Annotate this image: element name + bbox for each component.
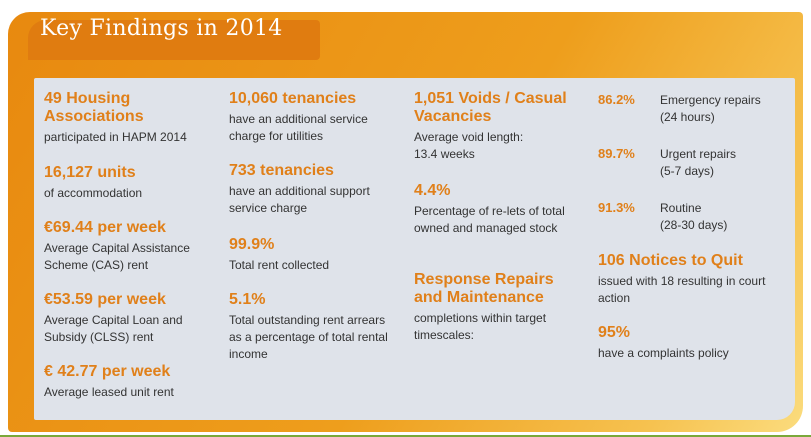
finding-complaints-policy: 95% have a complaints policy [598, 324, 768, 362]
finding-head: 733 tenancies [229, 162, 334, 179]
repair-label: Routine [660, 201, 702, 215]
repair-label: Emergency repairs [660, 93, 761, 107]
finding-desc: Average leased unit rent [44, 385, 174, 399]
finding-desc: Total outstanding rent arrears as a perc… [229, 313, 388, 361]
finding-desc: Average void length: 13.4 weeks [414, 130, 524, 161]
finding-relets: 4.4% Percentage of re-lets of total owne… [414, 182, 579, 237]
finding-head: €69.44 per week [44, 219, 166, 236]
finding-desc: of accommodation [44, 186, 143, 200]
finding-clss-rent: €53.59 per week Average Capital Loan and… [44, 291, 209, 346]
finding-associations: 49 Housing Associations participated in … [44, 90, 194, 146]
finding-arrears: 5.1% Total outstanding rent arrears as a… [229, 291, 389, 363]
finding-head: 10,060 tenancies [229, 90, 357, 107]
repair-label: Urgent repairs [660, 147, 737, 161]
finding-notices-to-quit: 106 Notices to Quit issued with 18 resul… [598, 252, 768, 307]
finding-desc: have an additional service charge for ut… [229, 112, 368, 143]
finding-head: Response Repairs and Maintenance [414, 271, 554, 306]
finding-desc: have an additional support service charg… [229, 184, 370, 215]
page-title: Key Findings in 2014 [40, 16, 283, 41]
finding-head: 4.4% [414, 182, 451, 199]
finding-desc: Total rent collected [229, 258, 330, 272]
finding-head: 1,051 Voids / Casual Vacancies [414, 90, 567, 125]
finding-head: 49 Housing Associations [44, 90, 144, 125]
finding-head: 95% [598, 324, 631, 341]
repair-percent: 89.7% [598, 146, 635, 161]
finding-repairs-maintenance: Response Repairs and Maintenance complet… [414, 271, 579, 344]
repair-timescale: (5-7 days) [660, 164, 715, 178]
finding-rent-collected: 99.9% Total rent collected [229, 236, 409, 274]
repair-timescale: (28-30 days) [660, 218, 728, 232]
finding-head: 106 Notices to Quit [598, 252, 743, 269]
finding-desc: Average Capital Assistance Scheme (CAS) … [44, 241, 190, 272]
finding-desc: Average Capital Loan and Subsidy (CLSS) … [44, 313, 183, 344]
finding-units: 16,127 units of accommodation [44, 164, 224, 202]
findings-panel: 49 Housing Associations participated in … [34, 78, 795, 420]
finding-head: 5.1% [229, 291, 266, 308]
finding-cas-rent: €69.44 per week Average Capital Assistan… [44, 219, 209, 274]
findings-frame: 49 Housing Associations participated in … [8, 12, 803, 432]
finding-head: €53.59 per week [44, 291, 166, 308]
repair-percent: 86.2% [598, 92, 635, 107]
finding-desc: have a complaints policy [598, 346, 729, 360]
finding-voids: 1,051 Voids / Casual Vacancies Average v… [414, 90, 579, 163]
finding-leased-rent: € 42.77 per week Average leased unit ren… [44, 363, 224, 401]
repair-timescale: (24 hours) [660, 110, 715, 124]
finding-desc: issued with 18 resulting in court action [598, 274, 766, 305]
finding-head: 16,127 units [44, 164, 136, 181]
finding-support-charge: 733 tenancies have an additional support… [229, 162, 399, 217]
finding-head: € 42.77 per week [44, 363, 171, 380]
title-tab [28, 20, 320, 60]
finding-service-charge: 10,060 tenancies have an additional serv… [229, 90, 399, 145]
repair-percent: 91.3% [598, 200, 635, 215]
finding-desc: completions within target timescales: [414, 311, 547, 342]
finding-head: 99.9% [229, 236, 275, 253]
finding-desc: participated in HAPM 2014 [44, 130, 187, 144]
finding-desc: Percentage of re-lets of total owned and… [414, 204, 565, 235]
bottom-rule [0, 435, 811, 437]
